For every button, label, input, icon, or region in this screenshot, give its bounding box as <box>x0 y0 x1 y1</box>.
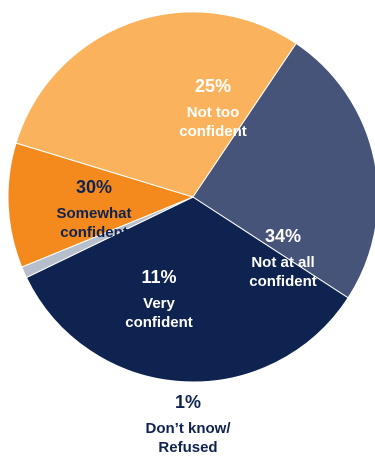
slice-value-label: 1% <box>175 392 201 412</box>
slice-category-label: confident <box>125 314 193 331</box>
slice-value-label: 34% <box>265 226 301 246</box>
slice-value-label: 30% <box>76 177 112 197</box>
pie-labels: 34% Not at all confident 1% Don’t know/Refus… <box>56 76 316 456</box>
pie-slice <box>192 42 375 299</box>
pie-slices <box>7 11 375 383</box>
pie-slice <box>25 196 349 383</box>
slice-value-label: 25% <box>195 76 231 96</box>
slice-category-label: Very <box>143 295 175 312</box>
slice-value-label: 11% <box>141 267 176 287</box>
slice-category-label: Not too <box>187 104 239 121</box>
slice-category-label: confident <box>249 273 317 290</box>
slice-category-label: confident <box>179 123 247 140</box>
slice-category-label: confident <box>60 224 128 241</box>
slice-category-label: Don’t know/ <box>146 420 232 437</box>
slice-category-label: Not at all <box>251 254 314 271</box>
pie-slice <box>7 142 195 268</box>
pie-slice <box>15 11 297 198</box>
slice-category-label: Refused <box>158 439 217 456</box>
slice-category-label: Somewhat <box>56 205 131 222</box>
